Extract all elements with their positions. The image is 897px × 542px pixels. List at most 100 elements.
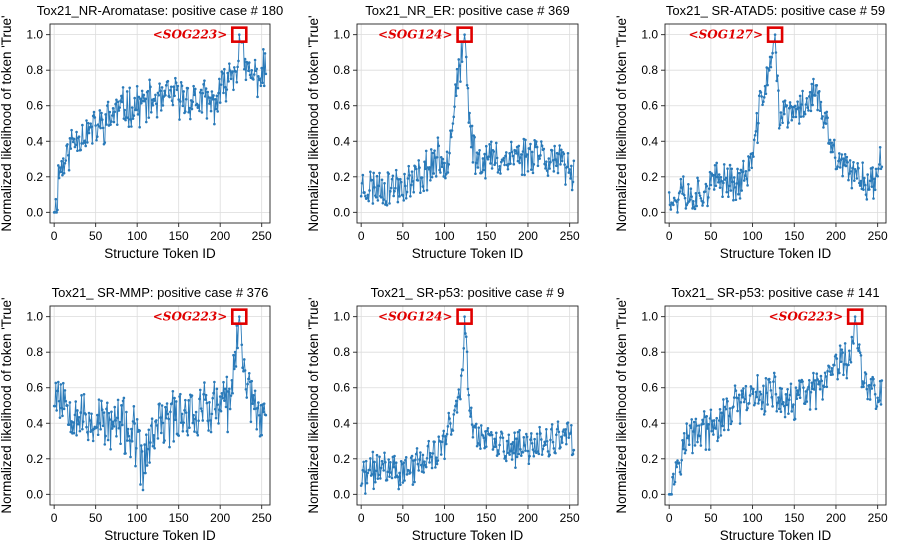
data-point bbox=[839, 360, 843, 364]
data-point bbox=[221, 72, 224, 75]
data-point bbox=[445, 150, 449, 154]
data-point bbox=[228, 62, 231, 65]
data-point bbox=[252, 73, 256, 76]
data-point bbox=[705, 415, 708, 418]
data-point bbox=[388, 475, 391, 478]
data-point bbox=[473, 135, 476, 139]
data-point bbox=[513, 431, 516, 435]
data-point bbox=[414, 452, 418, 456]
data-point bbox=[71, 140, 75, 144]
data-point bbox=[676, 459, 679, 462]
data-point bbox=[773, 33, 777, 36]
data-point bbox=[861, 380, 864, 383]
data-point bbox=[127, 434, 131, 438]
data-point bbox=[750, 166, 754, 170]
data-point bbox=[695, 204, 698, 208]
data-point bbox=[419, 191, 422, 194]
data-point bbox=[714, 184, 718, 188]
data-point bbox=[504, 154, 507, 158]
data-point bbox=[760, 407, 764, 411]
data-point bbox=[234, 365, 238, 368]
data-point bbox=[85, 119, 88, 122]
data-point bbox=[479, 424, 483, 427]
data-point bbox=[699, 444, 703, 447]
data-point bbox=[363, 191, 366, 194]
data-point bbox=[837, 159, 840, 163]
data-point bbox=[369, 170, 372, 174]
x-axis-label: Structure Token ID bbox=[104, 528, 216, 542]
highlight-annotation: <SOG223> bbox=[153, 310, 228, 324]
data-point bbox=[709, 183, 713, 187]
data-point bbox=[159, 89, 162, 93]
data-point bbox=[825, 110, 829, 114]
data-point bbox=[80, 394, 83, 397]
data-point bbox=[186, 86, 190, 90]
data-point bbox=[188, 426, 191, 429]
data-point bbox=[243, 369, 247, 372]
data-point bbox=[782, 401, 785, 404]
y-tick-label: 1.0 bbox=[26, 310, 43, 324]
data-point bbox=[149, 110, 153, 114]
data-point bbox=[548, 167, 551, 170]
data-point bbox=[518, 428, 521, 432]
data-point bbox=[211, 97, 215, 101]
data-point bbox=[397, 487, 401, 491]
data-point bbox=[218, 408, 221, 411]
data-point bbox=[191, 100, 195, 104]
data-point bbox=[543, 440, 546, 444]
y-tick-label: 0.0 bbox=[333, 487, 350, 501]
data-point bbox=[858, 181, 861, 185]
data-point bbox=[836, 165, 839, 168]
data-point bbox=[98, 421, 102, 425]
data-point bbox=[747, 402, 751, 405]
x-tick-label: 0 bbox=[666, 511, 673, 525]
data-point bbox=[470, 423, 474, 426]
data-point bbox=[514, 466, 517, 469]
data-point bbox=[868, 383, 871, 387]
data-point bbox=[770, 396, 774, 399]
data-point bbox=[223, 67, 226, 71]
data-point bbox=[404, 197, 408, 200]
data-point bbox=[202, 83, 205, 86]
x-tick-label: 200 bbox=[518, 511, 538, 525]
data-point bbox=[499, 160, 503, 164]
data-point bbox=[728, 163, 732, 167]
data-point bbox=[244, 387, 248, 391]
data-point bbox=[419, 463, 423, 467]
data-point bbox=[396, 475, 400, 479]
data-point bbox=[423, 460, 426, 463]
data-point bbox=[818, 387, 822, 391]
data-point bbox=[454, 83, 457, 86]
data-point bbox=[177, 98, 180, 101]
data-point bbox=[154, 93, 157, 97]
data-point bbox=[459, 397, 462, 401]
data-point bbox=[523, 444, 526, 447]
data-point bbox=[434, 466, 437, 469]
y-tick-label: 0.0 bbox=[641, 205, 658, 219]
data-point bbox=[694, 191, 698, 195]
data-point bbox=[510, 458, 514, 461]
data-point bbox=[787, 398, 791, 402]
data-point bbox=[380, 178, 384, 182]
data-point bbox=[262, 48, 265, 51]
data-point bbox=[414, 167, 418, 171]
data-point bbox=[790, 118, 794, 122]
data-point bbox=[560, 148, 563, 152]
data-point bbox=[156, 437, 160, 440]
x-tick-label: 150 bbox=[169, 229, 189, 243]
series-line bbox=[54, 316, 267, 490]
data-point bbox=[525, 435, 529, 439]
data-point bbox=[870, 185, 874, 188]
data-point bbox=[452, 115, 456, 119]
data-point bbox=[758, 390, 762, 394]
data-point bbox=[93, 116, 97, 119]
data-point bbox=[471, 435, 475, 439]
data-point bbox=[798, 396, 802, 400]
data-point bbox=[160, 404, 164, 407]
data-point bbox=[502, 156, 506, 160]
data-point bbox=[532, 163, 536, 166]
data-point bbox=[161, 104, 165, 107]
data-point bbox=[546, 174, 550, 177]
data-point bbox=[129, 455, 132, 459]
data-point bbox=[225, 88, 229, 91]
